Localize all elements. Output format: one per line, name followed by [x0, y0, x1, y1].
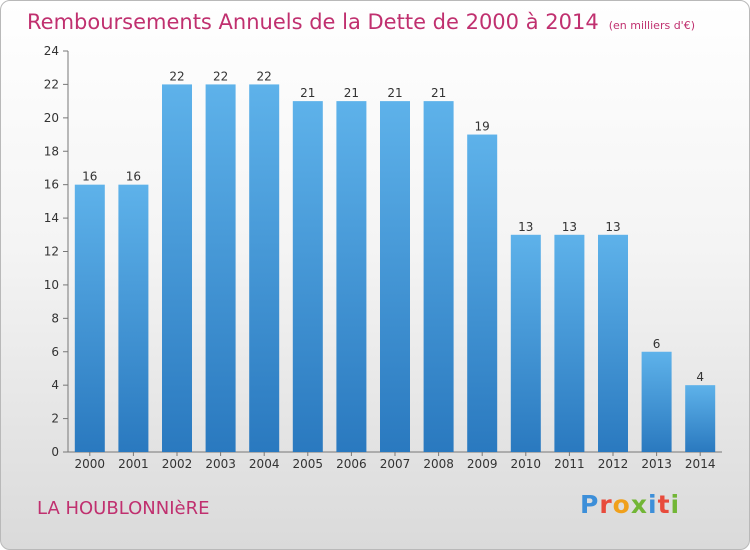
- bar-value-label: 19: [475, 120, 490, 134]
- bar-value-label: 13: [562, 220, 577, 234]
- x-tick-label: 2008: [423, 457, 454, 471]
- bar: [685, 385, 716, 452]
- bar: [292, 101, 323, 452]
- chart-subtitle: (en milliers d'€): [608, 19, 695, 32]
- y-tick-label: 6: [51, 345, 59, 359]
- logo-letter: t: [657, 490, 671, 519]
- y-tick-label: 14: [44, 211, 59, 225]
- bar: [467, 134, 498, 452]
- bar: [205, 84, 236, 453]
- bar: [380, 101, 410, 452]
- y-tick-label: 0: [51, 445, 59, 459]
- y-tick-label: 2: [51, 412, 59, 426]
- bar-value-label: 22: [213, 69, 228, 83]
- y-tick-label: 16: [44, 178, 59, 192]
- x-tick-label: 2007: [380, 457, 411, 471]
- proxiti-logo[interactable]: Proxiti: [580, 490, 680, 519]
- bar-value-label: 13: [605, 220, 620, 234]
- bar: [162, 84, 192, 453]
- bar-value-label: 22: [257, 69, 272, 83]
- bar: [423, 101, 454, 452]
- bar: [336, 101, 367, 452]
- bar-value-label: 21: [300, 86, 315, 100]
- logo-letter: P: [580, 490, 600, 519]
- bar: [554, 234, 585, 452]
- y-tick-label: 8: [51, 311, 59, 325]
- bar-value-label: 16: [82, 170, 97, 184]
- x-tick-label: 2012: [598, 457, 629, 471]
- y-tick-label: 4: [51, 378, 59, 392]
- commune-name: LA HOUBLONNIèRE: [37, 498, 210, 519]
- bar-value-label: 21: [387, 86, 402, 100]
- logo-letter: x: [630, 490, 648, 519]
- bar: [510, 234, 541, 452]
- x-tick-label: 2001: [118, 457, 149, 471]
- logo-letter: i: [648, 490, 658, 519]
- x-tick-label: 2004: [249, 457, 280, 471]
- bar: [249, 84, 280, 453]
- x-tick-label: 2013: [641, 457, 672, 471]
- y-tick-label: 12: [44, 245, 59, 259]
- bar-value-label: 4: [696, 370, 704, 384]
- bar-value-label: 21: [344, 86, 359, 100]
- chart-title-text: Remboursements Annuels de la Dette de 20…: [27, 10, 599, 34]
- bar-value-label: 16: [126, 170, 141, 184]
- x-tick-label: 2014: [685, 457, 716, 471]
- x-tick-label: 2009: [467, 457, 498, 471]
- x-tick-label: 2003: [205, 457, 236, 471]
- logo-letter: i: [670, 490, 681, 519]
- logo-letter: o: [612, 490, 631, 519]
- bar-value-label: 21: [431, 86, 446, 100]
- y-tick-label: 24: [44, 44, 59, 58]
- x-tick-label: 2010: [511, 457, 542, 471]
- bar: [641, 351, 672, 452]
- bar: [598, 234, 628, 452]
- x-tick-label: 2005: [293, 457, 324, 471]
- x-tick-label: 2000: [75, 457, 106, 471]
- x-tick-label: 2002: [162, 457, 193, 471]
- bar: [74, 184, 105, 452]
- bar: [118, 184, 149, 452]
- bar-value-label: 22: [169, 69, 184, 83]
- y-tick-label: 18: [44, 144, 59, 158]
- y-tick-label: 20: [44, 111, 59, 125]
- y-tick-label: 22: [44, 77, 59, 91]
- bar-value-label: 6: [653, 337, 661, 351]
- chart-title: Remboursements Annuels de la Dette de 20…: [27, 10, 695, 34]
- logo-letter: r: [599, 490, 613, 519]
- y-tick-label: 10: [44, 278, 59, 292]
- x-tick-label: 2006: [336, 457, 367, 471]
- x-tick-label: 2011: [554, 457, 585, 471]
- bar-value-label: 13: [518, 220, 533, 234]
